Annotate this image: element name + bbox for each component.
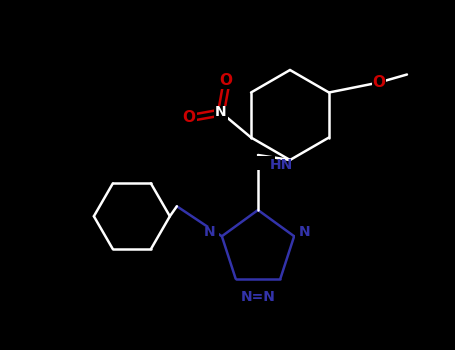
Text: HN: HN (270, 158, 293, 172)
Bar (219, 75, 233, 89)
Bar (251, 156, 275, 170)
Bar (238, 290, 278, 304)
Text: N: N (215, 105, 227, 119)
Text: N: N (204, 225, 216, 239)
Bar (205, 226, 219, 240)
Text: O: O (182, 110, 196, 125)
Text: N=N: N=N (241, 290, 275, 304)
Bar (372, 76, 386, 90)
Text: O: O (373, 75, 385, 90)
Bar (214, 105, 228, 119)
Bar (295, 226, 309, 240)
Text: N: N (298, 225, 310, 239)
Bar (183, 111, 197, 125)
Text: O: O (219, 73, 233, 88)
